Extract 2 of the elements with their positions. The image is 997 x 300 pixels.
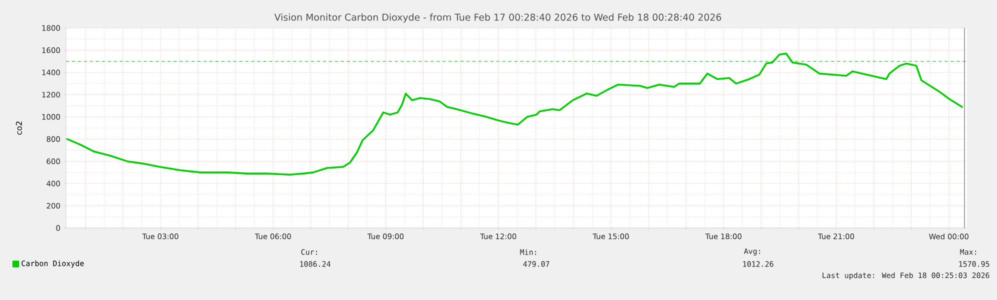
chart-title: Vision Monitor Carbon Dioxyde - from Tue Feb 17 00:28:40 2026 to Wed Feb 18 00:28:40 2026 (274, 13, 722, 23)
line-series (66, 52, 963, 176)
